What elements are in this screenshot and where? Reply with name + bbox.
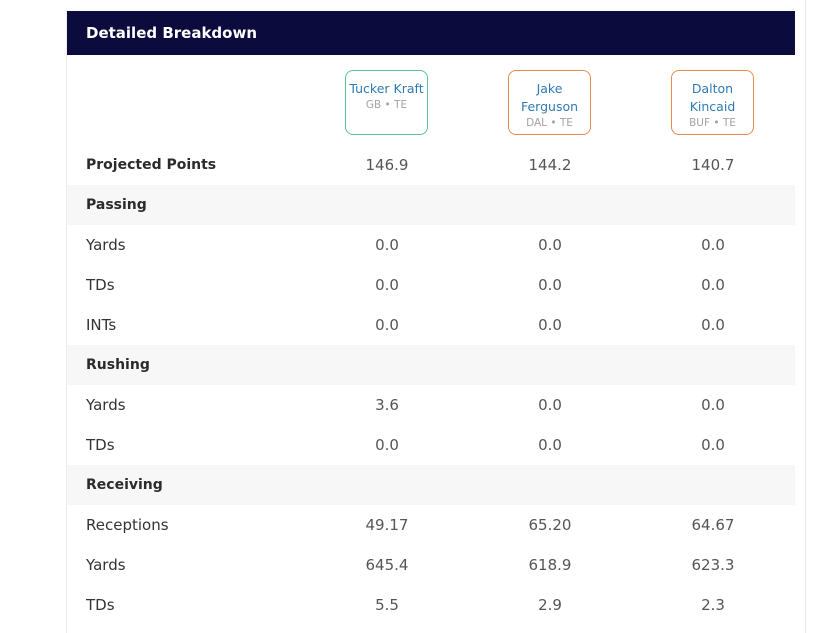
value-player-1: 49.17 [365,516,409,534]
section-label: Rushing [86,357,150,373]
value-player-3: 140.7 [691,156,735,174]
value-player-1: 0.0 [375,316,399,334]
value-player-1: 0.0 [375,236,399,254]
row-projected-points: Projected Points 146.9 144.2 140.7 [67,145,795,185]
value-player-3: 0.0 [701,316,725,334]
section-header-rushing: Rushing [67,345,795,385]
row-receiving-yards: Yards 645.4 618.9 623.3 [67,545,795,585]
value-player-2: 0.0 [538,436,562,454]
scrollbar-track [805,0,806,633]
row-passing-tds: TDs 0.0 0.0 0.0 [67,265,795,305]
row-label: TDs [86,276,115,294]
detailed-breakdown-card: Detailed Breakdown Tucker Kraft GB • TE … [66,11,795,633]
player-team-position: GB • TE [365,99,408,111]
value-player-2: 0.0 [538,316,562,334]
player-name: Jake Ferguson [520,81,579,114]
value-player-2: 0.0 [538,396,562,414]
value-player-1: 146.9 [365,156,409,174]
value-player-3: 623.3 [691,556,735,574]
section-label: Passing [86,197,147,213]
players-row: Tucker Kraft GB • TE Jake Ferguson DAL •… [67,55,795,145]
row-label: TDs [86,436,115,454]
row-label: Yards [86,556,126,574]
value-player-1: 3.6 [375,396,399,414]
row-rushing-yards: Yards 3.6 0.0 0.0 [67,385,795,425]
value-player-3: 0.0 [701,236,725,254]
value-player-1: 0.0 [375,436,399,454]
row-receptions: Receptions 49.17 65.20 64.67 [67,505,795,545]
row-receiving-tds: TDs 5.5 2.9 2.3 [67,585,795,625]
value-player-2: 618.9 [528,556,572,574]
card-title: Detailed Breakdown [86,24,258,42]
player-name: Dalton Kincaid [689,81,736,114]
value-player-3: 2.3 [701,596,725,614]
value-player-2: 144.2 [528,156,572,174]
player-team-position: DAL • TE [526,117,573,129]
value-player-2: 0.0 [538,236,562,254]
value-player-2: 65.20 [528,516,572,534]
row-passing-yards: Yards 0.0 0.0 0.0 [67,225,795,265]
value-player-1: 5.5 [375,596,399,614]
row-label: Yards [86,236,126,254]
row-label: TDs [86,596,115,614]
row-label: INTs [86,316,117,334]
value-player-1: 645.4 [365,556,409,574]
row-label: Receptions [86,516,169,534]
value-player-1: 0.0 [375,276,399,294]
row-label: Projected Points [86,157,217,173]
player-card-tucker-kraft[interactable]: Tucker Kraft GB • TE [345,70,428,135]
section-header-passing: Passing [67,185,795,225]
player-card-dalton-kincaid[interactable]: Dalton Kincaid BUF • TE [671,70,754,135]
player-team-position: BUF • TE [689,117,736,129]
row-rushing-tds: TDs 0.0 0.0 0.0 [67,425,795,465]
player-name: Tucker Kraft [349,81,424,96]
value-player-3: 0.0 [701,276,725,294]
value-player-2: 0.0 [538,276,562,294]
card-header: Detailed Breakdown [67,11,795,55]
value-player-2: 2.9 [538,596,562,614]
row-label: Yards [86,396,126,414]
row-passing-ints: INTs 0.0 0.0 0.0 [67,305,795,345]
value-player-3: 0.0 [701,396,725,414]
section-header-receiving: Receiving [67,465,795,505]
value-player-3: 0.0 [701,436,725,454]
section-label: Receiving [86,477,163,493]
value-player-3: 64.67 [691,516,735,534]
player-card-jake-ferguson[interactable]: Jake Ferguson DAL • TE [508,70,591,135]
